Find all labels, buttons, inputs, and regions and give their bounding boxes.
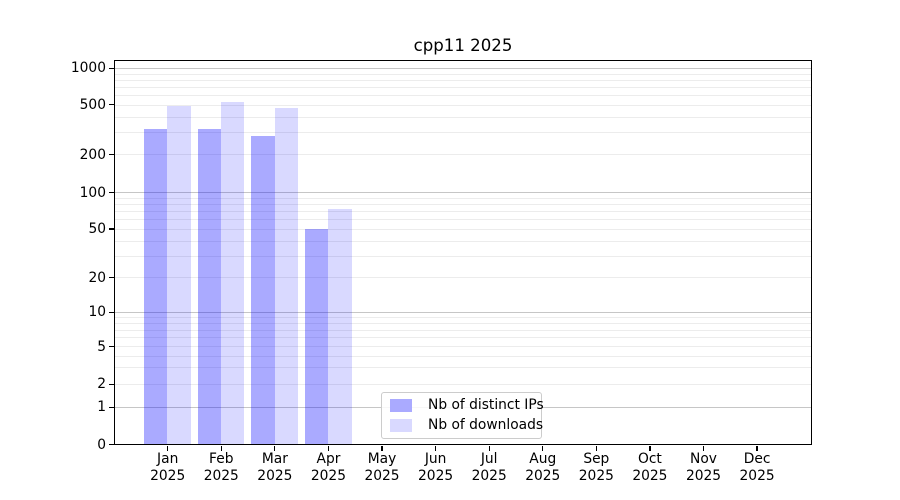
plot-area	[113, 59, 812, 446]
gridline-major	[114, 192, 811, 194]
legend-swatch-distinct-ips	[390, 398, 412, 413]
y-tick-label: 1	[97, 399, 106, 416]
y-tick-label: 1000	[70, 60, 106, 77]
gridline-minor	[114, 323, 811, 325]
bar-downloads	[167, 105, 191, 445]
y-tick-mark	[108, 406, 115, 408]
x-tick-label: Jun 2025	[418, 451, 454, 484]
x-tick-mark	[756, 445, 758, 451]
x-tick-mark	[595, 445, 597, 451]
y-tick-mark	[108, 311, 115, 313]
gridline-major	[114, 68, 811, 70]
gridline-minor	[114, 73, 811, 75]
x-tick-mark	[220, 445, 222, 451]
y-tick-mark	[108, 192, 115, 194]
y-tick-mark	[108, 104, 115, 106]
x-tick-label: Feb 2025	[203, 451, 239, 484]
legend-item-downloads: Nb of downloads	[390, 417, 544, 433]
y-tick-label: 200	[79, 146, 106, 163]
x-tick-label: Apr 2025	[310, 451, 346, 484]
x-tick-label: Oct 2025	[632, 451, 668, 484]
y-tick-label: 5	[97, 338, 106, 355]
bar-distinct-ips	[144, 128, 168, 445]
bar-distinct-ips	[251, 136, 275, 445]
gridline-minor	[114, 154, 811, 156]
y-tick-mark	[108, 383, 115, 385]
gridline-minor	[114, 86, 811, 88]
x-tick-label: Jan 2025	[150, 451, 186, 484]
x-tick-mark	[274, 445, 276, 451]
bar-distinct-ips	[197, 128, 222, 445]
x-tick-label: Sep 2025	[578, 451, 614, 484]
x-tick-label: May 2025	[364, 451, 400, 484]
x-tick-mark	[542, 445, 544, 451]
y-tick-mark	[108, 346, 115, 348]
y-tick-mark	[108, 67, 115, 69]
chart-title: cpp11 2025	[413, 36, 513, 55]
y-tick-label: 0	[97, 436, 106, 453]
gridline-minor	[114, 198, 811, 199]
gridline-minor	[114, 277, 811, 279]
gridline-minor	[114, 94, 811, 96]
gridline-minor	[114, 79, 811, 81]
gridline-minor	[114, 228, 811, 230]
legend-label-distinct-ips: Nb of distinct IPs	[428, 397, 544, 413]
y-tick-label: 100	[79, 184, 106, 201]
legend-label-downloads: Nb of downloads	[428, 417, 544, 433]
gridline-minor	[114, 355, 811, 357]
gridline-minor	[114, 240, 811, 242]
gridline-minor	[114, 219, 811, 221]
y-tick-mark	[108, 443, 115, 446]
x-tick-mark	[649, 445, 651, 451]
x-tick-mark	[702, 445, 705, 451]
bar-downloads	[221, 101, 245, 445]
bar-downloads	[328, 208, 352, 445]
gridline-minor	[114, 317, 811, 319]
x-tick-label: Jul 2025	[471, 451, 507, 484]
gridline-minor	[114, 255, 811, 257]
legend-item-ips: Nb of distinct IPs	[390, 397, 544, 413]
x-tick-label: Mar 2025	[257, 451, 293, 484]
gridline-minor	[114, 384, 811, 386]
bar-downloads	[274, 107, 299, 445]
y-tick-label: 10	[88, 304, 106, 321]
gridline-minor	[114, 346, 811, 348]
y-tick-mark	[108, 228, 115, 230]
y-tick-mark	[108, 276, 115, 279]
x-tick-mark	[167, 445, 169, 451]
y-tick-label: 50	[88, 221, 106, 237]
y-tick-label: 20	[88, 269, 106, 286]
x-tick-mark	[435, 445, 437, 451]
gridline-minor	[114, 204, 811, 206]
gridline-major	[114, 312, 811, 314]
gridline-minor	[114, 329, 811, 331]
gridline-minor	[114, 116, 811, 118]
legend-swatch-downloads	[390, 418, 412, 433]
bar-distinct-ips	[304, 228, 329, 445]
gridline-minor	[114, 132, 811, 134]
gridline-minor	[114, 337, 811, 339]
x-tick-label: Dec 2025	[739, 451, 775, 484]
gridline-minor	[114, 367, 811, 369]
gridline-minor	[114, 211, 811, 213]
x-tick-mark	[488, 445, 490, 451]
y-tick-label: 2	[97, 376, 106, 393]
x-tick-label: Nov 2025	[685, 451, 722, 484]
y-tick-mark	[108, 153, 115, 156]
x-tick-label: Aug 2025	[525, 451, 561, 484]
x-tick-mark	[381, 445, 383, 451]
legend: Nb of distinct IPs Nb of downloads	[381, 392, 544, 439]
y-tick-label: 500	[79, 96, 106, 113]
gridline-minor	[114, 104, 811, 106]
x-tick-mark	[327, 445, 330, 451]
